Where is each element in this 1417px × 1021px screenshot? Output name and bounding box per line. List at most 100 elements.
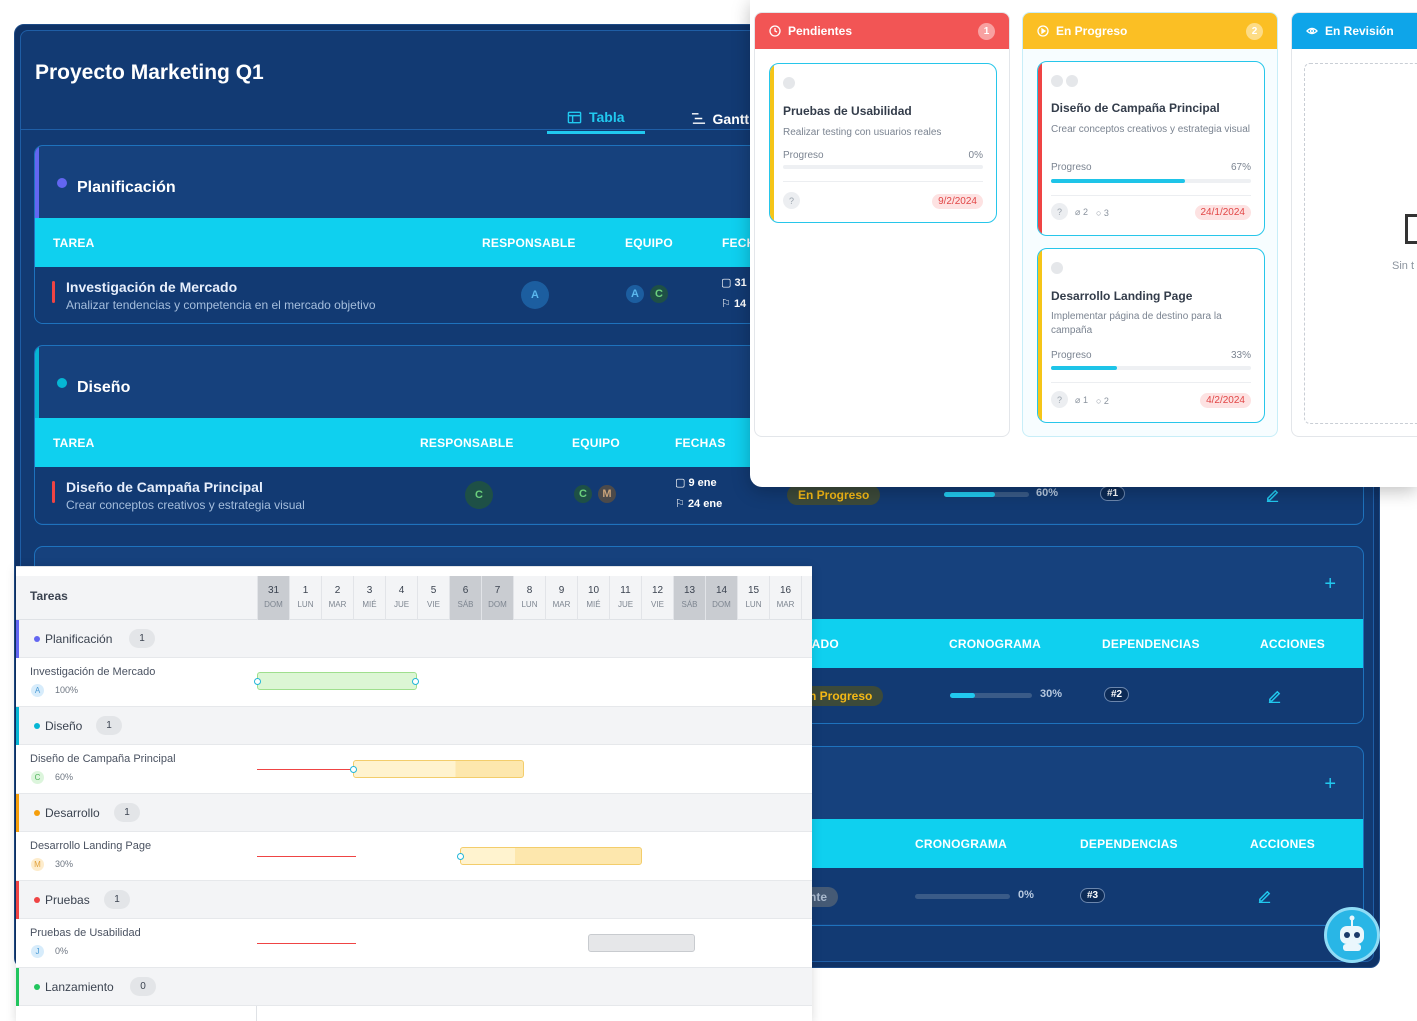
table-row[interactable]: Diseño de Campaña Principal Crear concep… [35,467,1363,523]
card-color-bar [1038,249,1042,422]
day-weekday: MAR [328,600,347,609]
bar-handle-start[interactable] [457,853,464,860]
empty-dropzone[interactable]: Sin t [1304,63,1417,424]
edit-icon[interactable] [1257,888,1272,903]
card-progress-bar [1051,179,1251,183]
gantt-bar[interactable] [257,672,417,690]
section-color-bar [16,794,19,832]
priority-bar [52,481,55,503]
add-task-button[interactable]: + [1324,573,1336,595]
card-description: Implementar página de destino para la ca… [1051,311,1222,336]
col-header-owner: RESPONSABLE [482,236,576,250]
card-title: Diseño de Campaña Principal [1051,101,1220,115]
edit-icon[interactable] [1265,487,1280,502]
gantt-task-row[interactable]: Pruebas de Usabilidad J 0% [16,919,812,968]
gantt-section-planificacion[interactable]: Planificación 1 [16,620,812,658]
gantt-task-row[interactable]: Desarrollo Landing Page M 30% [16,832,812,881]
progress-label: Progreso [1051,162,1092,173]
section-name: Pruebas [45,893,90,907]
gantt-section-diseno[interactable]: Diseño 1 [16,707,812,745]
col-header-dates: FECHAS [675,436,726,450]
gantt-day-header: 14 DOM [705,576,737,620]
dependency-badge[interactable]: #3 [1080,888,1106,903]
day-weekday: MAR [552,600,571,609]
section-count: 1 [114,803,140,822]
assistant-robot-button[interactable] [1324,907,1380,963]
gantt-section-desarrollo[interactable]: Desarrollo 1 [16,794,812,832]
column-header: En Progreso 2 [1023,13,1277,49]
unassigned-icon: ? [1051,391,1068,408]
task-avatar: A [31,684,44,697]
edit-icon[interactable] [1267,688,1282,703]
tab-table[interactable]: Tabla [547,103,645,134]
dependency-line [257,769,354,770]
dependency-line [257,856,356,857]
day-weekday: LUN [521,600,538,609]
gantt-chart: Tareas 31 DOM 1 LUN 2 MAR 3 MIÉ 4 JUE 5 VIE 6 SÁB 7 DOM… [16,566,812,1021]
card-meta: ⌀ 1 ○ 2 [1075,395,1109,406]
kanban-column-pendientes: Pendientes 1 Pruebas de Usabilidad Reali… [754,12,1010,437]
task-name: Diseño de Campaña Principal [66,479,263,495]
col-header-owner: RESPONSABLE [420,436,514,450]
gantt-section-pruebas[interactable]: Pruebas 1 [16,881,812,919]
tab-gantt-label: Gantt [712,110,750,127]
card-progress-bar [1051,366,1251,370]
column-header: Pendientes 1 [755,13,1009,49]
gantt-bar[interactable] [460,847,642,865]
progress-bar [944,492,1029,497]
section-dot [34,636,40,642]
task-description: Crear conceptos creativos y estrategia v… [66,498,305,512]
dependency-badge[interactable]: #2 [1104,687,1130,702]
section-color-bar [16,968,19,1006]
day-weekday: MIÉ [362,600,377,609]
gantt-section-lanzamiento[interactable]: Lanzamiento 0 [16,968,812,1006]
add-task-button[interactable]: + [1324,773,1336,795]
section-dot [34,897,40,903]
gantt-day-header: 6 SÁB [449,576,481,620]
column-title: En Revisión [1325,24,1394,38]
kanban-card[interactable]: Pruebas de Usabilidad Realizar testing c… [769,63,997,223]
kanban-card[interactable]: Desarrollo Landing Page Implementar pági… [1037,248,1265,423]
day-number: 13 [683,585,696,596]
card-description: Realizar testing con usuarios reales [783,127,942,138]
day-number: 3 [366,585,373,596]
card-progress-fill [1051,179,1185,183]
kanban-card[interactable]: Diseño de Campaña Principal Crear concep… [1037,61,1265,236]
gantt-bar[interactable] [588,934,695,952]
progress-percent: 0% [1018,889,1034,901]
bar-handle-end[interactable] [412,678,419,685]
day-weekday: SÁB [457,600,474,609]
section-color-bar [16,707,19,745]
start-date: 31 [734,277,747,289]
paperclip-icon: ⌀ [1075,207,1081,217]
gantt-task-row[interactable]: Investigación de Mercado A 100% [16,658,812,707]
card-progress-bar [783,165,983,169]
gantt-task-row[interactable]: Diseño de Campaña Principal C 60% [16,745,812,794]
day-weekday: JUE [617,600,634,609]
progress-bar-fill [950,693,975,698]
tasks-column-label: Tareas [30,589,68,603]
comment-count: 2 [1103,395,1109,406]
flag-icon: ⚐ [675,498,685,510]
col-header-task: TAREA [53,236,95,250]
section-dot [34,984,40,990]
progress-label: Progreso [783,150,824,161]
card-divider [1051,382,1251,383]
status-badge[interactable]: n Progreso [803,686,884,706]
bar-handle-start[interactable] [350,766,357,773]
progress-percent: 60% [1036,487,1059,499]
col-header-dates: FECH [722,236,756,250]
day-number: 31 [267,585,280,596]
dependency-badge[interactable]: #1 [1100,486,1126,501]
bar-handle-start[interactable] [254,678,261,685]
status-badge[interactable]: En Progreso [787,485,881,505]
gantt-day-header: M [801,576,812,620]
tab-gantt[interactable]: Gantt [671,103,770,134]
calendar-icon: ▢ [675,477,686,489]
gantt-day-header: 15 LUN [737,576,769,620]
gantt-day-header: 16 MAR [769,576,801,620]
play-circle-icon [1037,25,1049,37]
dependency-line [257,943,356,944]
team-avatar: A [626,285,644,303]
gantt-bar[interactable] [353,760,524,778]
